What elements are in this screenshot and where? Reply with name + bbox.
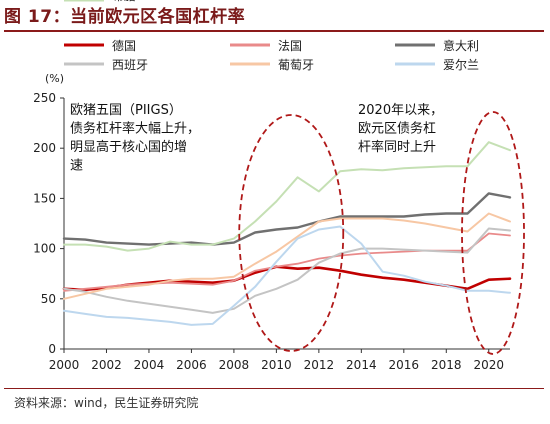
legend-item: 葡萄牙 <box>230 58 314 72</box>
x-tick-label: 2012 <box>304 358 335 372</box>
legend-label: 西班牙 <box>112 58 148 72</box>
y-tick-label: 250 <box>33 91 56 105</box>
legend-item: 德国 <box>64 38 136 53</box>
series-line-4 <box>63 227 511 314</box>
highlight-ellipse-2020-2021 <box>461 111 525 355</box>
x-tick-label: 2008 <box>219 358 250 372</box>
x-tick-label: 2010 <box>261 358 292 372</box>
y-tick-label: 100 <box>33 242 56 256</box>
legend-label: 意大利 <box>443 38 479 53</box>
annotation-line: 杆率同时上升 <box>358 139 436 155</box>
legend-label: 希腊 <box>112 0 136 3</box>
legend-label: 爱尔兰 <box>443 57 479 72</box>
y-tick-label: 150 <box>33 191 56 205</box>
source-note: 资料来源：wind，民生证券研究院 <box>14 396 199 410</box>
legend-item: 意大利 <box>395 38 479 53</box>
legend-item: 爱尔兰 <box>395 57 479 72</box>
title-divider <box>4 30 544 32</box>
series-line-7 <box>63 141 511 252</box>
x-tick-label: 2016 <box>389 358 420 372</box>
x-tick-label: 2018 <box>431 358 462 372</box>
highlight-ellipses <box>238 111 525 355</box>
chart-series <box>62 141 512 326</box>
x-tick-label: 2006 <box>176 358 207 372</box>
highlight-ellipse-2008-2013 <box>238 114 345 352</box>
annotation-line: 欧元区债务杠 <box>358 121 436 137</box>
y-tick-label: 200 <box>33 141 56 155</box>
series-line-2 <box>63 232 511 292</box>
x-tick-label: 2014 <box>346 358 377 372</box>
chart-axes: 0 50 100 150 200 250 2000 2002 2004 2006 2008 2010 2… <box>33 91 510 372</box>
figure-title: 图 17：当前欧元区各国杠杆率 <box>4 7 246 27</box>
y-axis-label: (%) <box>45 72 64 85</box>
x-tick-label: 2002 <box>91 358 122 372</box>
footer-divider <box>4 388 544 389</box>
legend-item: 希腊 <box>64 0 136 3</box>
x-tick-label: 2020 <box>473 358 504 372</box>
legend-label: 葡萄牙 <box>278 58 314 72</box>
y-tick-label: 0 <box>48 342 56 356</box>
x-tick-label: 2000 <box>49 358 80 372</box>
x-tick-label: 2004 <box>134 358 165 372</box>
series-line-6 <box>63 225 511 326</box>
annotation-line: 债务杠杆率大幅上升， <box>70 121 200 137</box>
legend-label: 德国 <box>112 38 136 53</box>
annotation-line: 明显高于核心国的增 <box>70 139 187 155</box>
series-line-3 <box>62 192 512 246</box>
annotation-line: 2020年以来， <box>358 103 443 118</box>
annotation-line: 速 <box>70 159 83 174</box>
legend-item: 西班牙 <box>64 58 148 72</box>
legend-item: 法国 <box>230 39 302 53</box>
y-tick-label: 50 <box>41 292 56 306</box>
annotation-line: 欧猪五国（PIIGS） <box>70 103 182 118</box>
series-line-5 <box>63 212 511 300</box>
legend-label: 法国 <box>278 39 302 53</box>
